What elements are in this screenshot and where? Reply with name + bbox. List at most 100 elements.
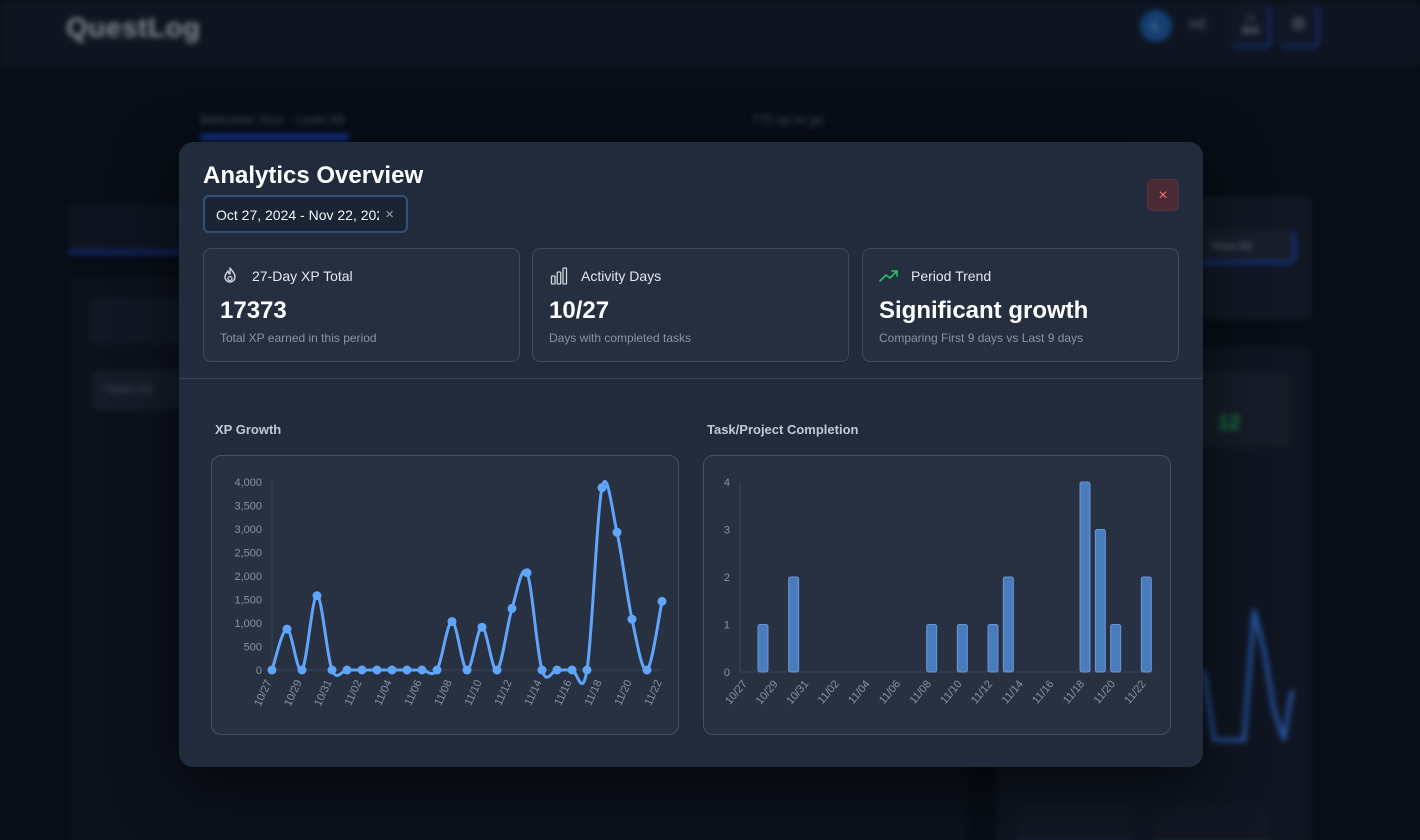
date-range-value: Oct 27, 2024 - Nov 22, 2024 <box>216 207 392 223</box>
stat-average <box>1156 806 1268 840</box>
completion-bar <box>1002 576 1014 673</box>
x-tick-label: 11/06 <box>877 678 903 706</box>
x-tick-label: 11/06 <box>403 678 425 707</box>
data-point <box>312 591 322 601</box>
y-tick-label: 0 <box>724 667 730 679</box>
xp-to-go: 770 xp to go <box>752 112 824 127</box>
data-point <box>372 665 382 675</box>
xp-total-card: 27-Day XP Total 17373 Total XP earned in… <box>203 248 520 362</box>
data-point <box>567 665 577 675</box>
x-tick-label: 11/14 <box>523 678 545 707</box>
data-point <box>417 665 427 675</box>
avatar[interactable]: L <box>1140 10 1172 42</box>
data-point <box>327 665 337 675</box>
date-range-picker[interactable]: Oct 27, 2024 - Nov 22, 2024 × <box>203 195 408 233</box>
data-point <box>507 603 517 613</box>
data-point <box>657 596 667 606</box>
y-tick-label: 0 <box>256 665 262 677</box>
card-subtitle: Days with completed tasks <box>549 331 692 345</box>
y-tick-label: 4,000 <box>234 477 262 489</box>
completion-bar <box>1110 624 1122 673</box>
data-point <box>432 665 442 675</box>
x-tick-label: 11/04 <box>846 678 872 706</box>
xp-growth-title: XP Growth <box>215 422 282 437</box>
tab-active[interactable] <box>68 204 198 254</box>
completion-bar <box>1140 576 1152 673</box>
data-point <box>537 665 547 675</box>
x-tick-label: 11/10 <box>463 678 485 707</box>
completion-bar <box>956 624 968 673</box>
stat-card: 12 <box>1190 372 1290 448</box>
tasks-chip[interactable]: Tasks (0) <box>92 370 182 410</box>
data-point <box>552 665 562 675</box>
app-logo: QuestLog <box>66 12 201 43</box>
settings-button[interactable]: ⚙ <box>1280 4 1320 48</box>
data-point <box>402 665 412 675</box>
x-tick-label: 11/16 <box>553 678 575 707</box>
x-tick-label: 11/22 <box>643 678 665 707</box>
close-button[interactable]: × <box>1147 179 1179 211</box>
data-point <box>387 665 397 675</box>
x-tick-label: 11/14 <box>1000 678 1026 706</box>
level-progress-bar <box>200 134 350 140</box>
x-tick-label: 11/16 <box>1030 678 1056 706</box>
card-value: 10/27 <box>549 297 610 324</box>
clear-date-icon[interactable]: × <box>379 206 394 223</box>
completion-bar <box>1094 529 1106 673</box>
card-value: 17373 <box>220 297 287 324</box>
notifications-button[interactable]: 🔔︎ <box>1232 4 1272 48</box>
card-label: Activity Days <box>581 268 662 284</box>
data-point <box>342 665 352 675</box>
x-tick-label: 11/20 <box>613 678 635 707</box>
completion-bar <box>788 576 800 673</box>
x-tick-label: 11/02 <box>343 678 365 707</box>
y-tick-label: 3,000 <box>234 524 262 536</box>
modal-title: Analytics Overview <box>203 162 424 189</box>
data-point <box>597 483 607 493</box>
x-tick-label: 10/29 <box>282 678 305 708</box>
top-bar: QuestLog L HE 🔔︎ ⚙ <box>0 0 1420 68</box>
y-tick-label: 1 <box>724 620 730 632</box>
completion-bar <box>926 624 938 673</box>
trending-up-icon <box>879 270 898 282</box>
completion-bar <box>987 624 999 673</box>
completion-chart: 0 1 2 3 4 10/27 10/29 10/31 11/02 11/04 11/06 11/08… <box>703 455 1171 735</box>
stat-total <box>1018 806 1130 840</box>
card-subtitle: Total XP earned in this period <box>220 331 377 345</box>
data-point <box>627 614 637 624</box>
gear-icon: ⚙ <box>1290 14 1307 34</box>
x-tick-label: 11/22 <box>1122 678 1148 706</box>
bar-chart-icon <box>550 267 568 285</box>
flame-icon <box>224 267 236 283</box>
y-tick-label: 2,000 <box>234 571 262 583</box>
data-point <box>282 624 292 634</box>
x-tick-label: 11/18 <box>1061 678 1087 706</box>
x-tick-label: 11/12 <box>493 678 515 707</box>
mini-chart <box>1202 609 1294 742</box>
y-tick-label: 4 <box>724 477 730 489</box>
x-tick-label: 10/27 <box>723 678 750 707</box>
y-tick-label: 2 <box>724 572 730 584</box>
xp-growth-chart: 0 500 1,000 1,500 2,000 2,500 3,000 3,500 4,000 1… <box>211 455 679 735</box>
card-label: 27-Day XP Total <box>252 268 353 284</box>
completion-title: Task/Project Completion <box>707 422 859 437</box>
y-tick-label: 3,500 <box>234 501 262 513</box>
card-label: Period Trend <box>911 268 992 284</box>
x-tick-label: 11/04 <box>373 678 395 707</box>
y-tick-label: 3 <box>724 525 730 537</box>
completion-bar <box>757 624 769 673</box>
data-point <box>612 527 622 537</box>
close-icon: × <box>1158 187 1168 204</box>
data-point <box>447 617 457 627</box>
activity-days-card: Activity Days 10/27 Days with completed … <box>532 248 849 362</box>
xp-growth-svg: 0 500 1,000 1,500 2,000 2,500 3,000 3,500 4,000 1… <box>234 477 667 708</box>
x-tick-label: 10/29 <box>754 678 781 707</box>
view-all-button[interactable]: View All <box>1196 230 1296 264</box>
data-point <box>462 665 472 675</box>
data-point <box>357 665 367 675</box>
y-tick-label: 2,500 <box>234 548 262 560</box>
language-toggle[interactable]: HE <box>1188 16 1208 32</box>
x-tick-label: 11/08 <box>433 678 455 707</box>
data-point <box>642 665 652 675</box>
x-tick-label: 11/10 <box>938 678 964 706</box>
